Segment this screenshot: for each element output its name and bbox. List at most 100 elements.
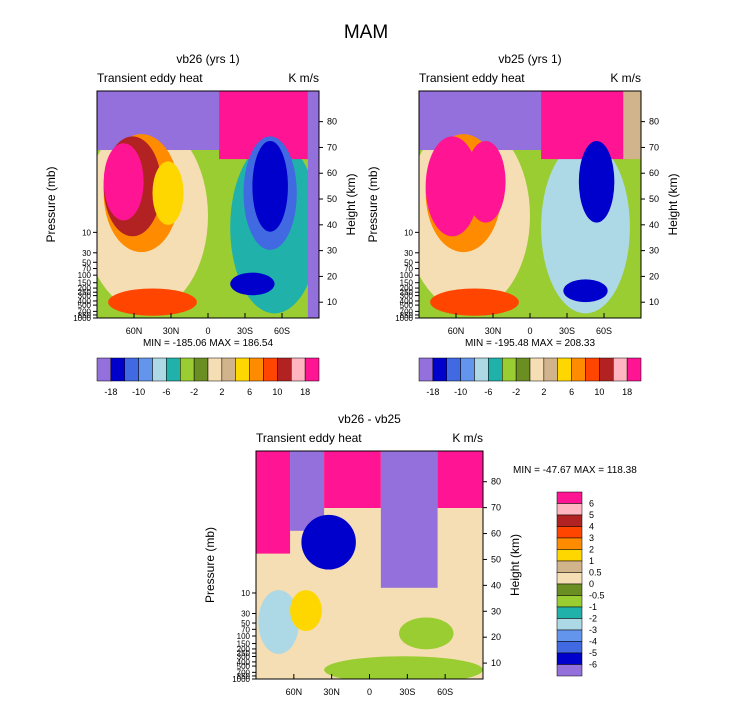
colorbar-label: -5	[589, 648, 597, 658]
colorbar-label: 4	[589, 522, 594, 532]
colorbar-box	[556, 583, 583, 596]
colorbar-box	[418, 357, 434, 382]
pressure-tick-label: 250	[400, 288, 414, 297]
pressure-tick-label: 300	[400, 292, 414, 301]
x-tick-label: 30N	[163, 326, 180, 336]
pressure-tick-label: 30	[82, 249, 91, 258]
pressure-tick-label: 10	[82, 228, 91, 237]
colorbar-box	[502, 357, 517, 382]
panel-title: vb26 - vb25	[338, 412, 401, 426]
colorbar-box	[474, 357, 489, 382]
colorbar-label: 0.5	[589, 568, 602, 578]
contour-region	[380, 451, 438, 588]
colorbar-box	[96, 357, 112, 382]
contour-region	[324, 656, 483, 679]
pressure-tick-label: 300	[237, 653, 251, 662]
colorbar-box	[556, 560, 583, 573]
pressure-tick-label: 70	[404, 265, 413, 274]
colorbar-box	[556, 549, 583, 562]
contour-region	[108, 288, 197, 316]
height-tick-label: 40	[491, 580, 501, 590]
colorbar-box	[446, 357, 461, 382]
height-tick-label: 80	[327, 117, 337, 127]
y-axis-label: Pressure (mb)	[366, 166, 380, 242]
figure-title: MAM	[344, 22, 388, 43]
pressure-tick-label: 30	[404, 249, 413, 258]
colorbar-box	[571, 357, 586, 382]
x-tick-label: 60S	[437, 687, 453, 697]
pressure-tick-label: 400	[237, 658, 251, 667]
colorbar-box	[291, 357, 306, 382]
colorbar-box	[556, 664, 583, 677]
colorbar-label: -18	[104, 387, 117, 397]
panel-title: vb26 (yrs 1)	[176, 52, 239, 66]
height-tick-label: 70	[491, 503, 501, 513]
height-tick-label: 50	[327, 194, 337, 204]
colorbar-label: -18	[426, 387, 439, 397]
x-tick-label: 30S	[399, 687, 415, 697]
contour-region	[437, 451, 483, 508]
pressure-tick-label: 250	[237, 649, 251, 658]
panel-title: vb25 (yrs 1)	[498, 52, 561, 66]
pressure-tick-label: 1000	[395, 314, 413, 323]
contour-region	[578, 140, 615, 223]
pressure-tick-label: 10	[241, 589, 250, 598]
height-tick-label: 40	[327, 220, 337, 230]
contour-field	[256, 451, 483, 679]
colorbar-box	[152, 357, 167, 382]
colorbar-box	[488, 357, 503, 382]
colorbar-box	[235, 357, 250, 382]
colorbar-label: 6	[569, 387, 574, 397]
pressure-tick-label: 150	[237, 640, 251, 649]
pressure-tick-label: 500	[400, 301, 414, 310]
colorbar-box	[556, 491, 583, 504]
pressure-tick-label: 30	[241, 610, 250, 619]
colorbar-box	[585, 357, 600, 382]
panel-left-string: Transient eddy heat	[256, 431, 362, 445]
colorbar-label: 2	[589, 545, 594, 555]
contour-region	[301, 514, 356, 570]
pressure-tick-label: 100	[237, 632, 251, 641]
contour-region	[152, 161, 184, 225]
pressure-tick-label: 50	[241, 619, 250, 628]
colorbar: -18 -10 -6 -2 2 6 10 18	[418, 357, 642, 397]
y-axis-label: Pressure (mb)	[203, 527, 217, 603]
contour-region	[230, 272, 275, 296]
colorbar-label: 10	[272, 387, 282, 397]
colorbar-label: 2	[219, 387, 224, 397]
y-axis-right-label: Height (km)	[344, 173, 358, 235]
colorbar-label: -0.5	[589, 591, 605, 601]
pressure-tick-label: 500	[78, 301, 92, 310]
colorbar-label: -2	[589, 614, 597, 624]
colorbar-box	[556, 526, 583, 539]
x-tick-label: 0	[205, 326, 210, 336]
height-tick-label: 20	[649, 271, 659, 281]
colorbar-box	[263, 357, 278, 382]
panel-right-string: K m/s	[452, 431, 483, 445]
contour-region	[97, 91, 220, 151]
pressure-tick-label: 250	[78, 288, 92, 297]
x-tick-label: 60N	[126, 326, 143, 336]
colorbar-box	[557, 357, 572, 382]
pressure-tick-label: 700	[78, 307, 92, 316]
x-tick-label: 30N	[323, 687, 340, 697]
pressure-tick-label: 70	[82, 265, 91, 274]
colorbar-box	[556, 606, 583, 619]
y-axis-label: Pressure (mb)	[44, 166, 58, 242]
contour-region	[399, 617, 454, 650]
contour-region	[541, 91, 630, 160]
height-tick-label: 80	[649, 117, 659, 127]
colorbar-label: -10	[454, 387, 467, 397]
colorbar-box	[556, 618, 583, 631]
colorbar-box	[556, 641, 583, 654]
contour-region	[465, 140, 506, 223]
contour-region	[324, 451, 381, 508]
pressure-tick-label: 200	[400, 284, 414, 293]
colorbar-label: 18	[300, 387, 310, 397]
colorbar-label: -6	[162, 387, 170, 397]
panel-1: vb26 (yrs 1) Transient eddy heat K m/s 60N 3…	[44, 52, 358, 397]
contour-region	[258, 590, 300, 654]
colorbar-box	[180, 357, 195, 382]
colorbar-box	[460, 357, 475, 382]
